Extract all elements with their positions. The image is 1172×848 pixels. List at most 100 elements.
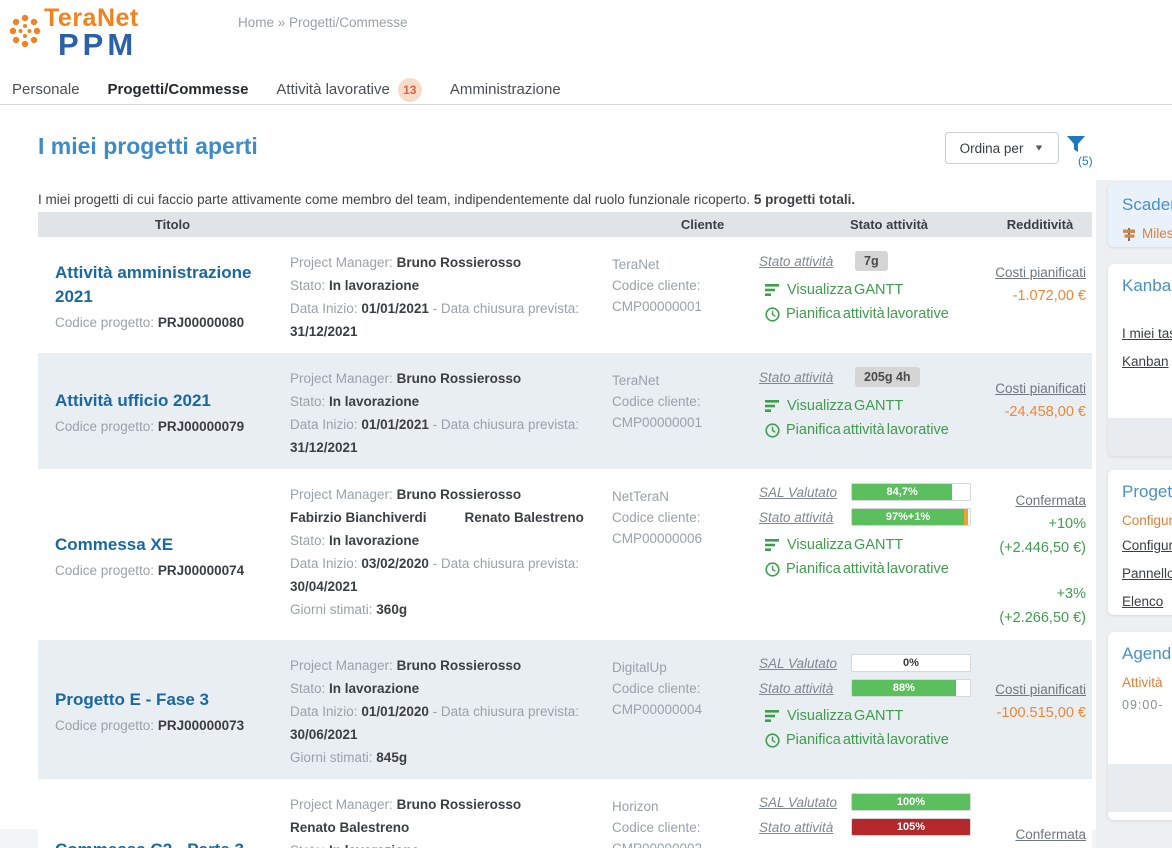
sal-progress-bar: 100% bbox=[851, 793, 971, 811]
tab-personale[interactable]: Personale bbox=[12, 81, 80, 98]
tab-amministrazione[interactable]: Amministrazione bbox=[449, 81, 561, 98]
sort-by-button[interactable]: Ordina per ▼ bbox=[945, 132, 1059, 164]
sidebar-link[interactable]: I miei task bbox=[1122, 326, 1172, 341]
projects-table: Titolo Cliente Stato attività Redditivit… bbox=[38, 212, 1092, 848]
visualizza-gantt-link[interactable]: Visualizza GANTT bbox=[765, 533, 985, 557]
tab-attivita-lavorative[interactable]: Attività lavorative 13 bbox=[262, 77, 435, 102]
profit-label[interactable]: Confermata bbox=[1015, 493, 1086, 508]
profit-label[interactable]: Costi pianificati bbox=[995, 265, 1086, 280]
team-member: Fabirzio Bianchiverdi bbox=[290, 510, 427, 525]
filter-icon bbox=[1067, 136, 1085, 152]
filter-button[interactable]: (5) bbox=[1066, 135, 1106, 168]
pianifica-attivita-link[interactable]: Pianifica attività lavorative bbox=[765, 557, 985, 581]
profit-value: -1.072,00 € bbox=[1012, 288, 1086, 304]
table-row[interactable]: Attività ufficio 2021 Codice progetto: P… bbox=[38, 353, 1092, 469]
sidebar-link[interactable]: Elenco bbox=[1122, 594, 1164, 609]
project-code: Codice progetto: PRJ00000079 bbox=[55, 419, 245, 434]
page-description: I miei progetti di cui faccio parte atti… bbox=[38, 192, 856, 207]
card-footer bbox=[1108, 764, 1172, 812]
col-header-stato: Stato attività bbox=[849, 217, 928, 232]
visualizza-gantt-link[interactable]: Visualizza GANTT bbox=[765, 394, 985, 418]
stato-attivita-label[interactable]: Stato attività bbox=[759, 819, 834, 835]
project-code: Codice progetto: PRJ00000080 bbox=[55, 315, 245, 330]
project-code: Codice progetto: PRJ00000074 bbox=[55, 562, 245, 578]
card-title: Progetti bbox=[1122, 482, 1172, 501]
profit-label[interactable]: Confermata bbox=[1015, 827, 1086, 842]
sidebar-link[interactable]: Configura bbox=[1122, 538, 1172, 553]
attivita-progress-bar: 97%+1% bbox=[851, 508, 971, 526]
profit-label[interactable]: Costi pianificati bbox=[995, 381, 1086, 396]
visualizza-gantt-link[interactable]: Visualizza GANTT bbox=[765, 278, 985, 302]
logo-line2: PPM bbox=[58, 27, 138, 62]
profit-label[interactable]: Costi pianificati bbox=[995, 682, 1086, 697]
attivita-count-badge: 13 bbox=[397, 77, 422, 102]
sidebar-link[interactable]: Attività bbox=[1122, 675, 1163, 690]
table-row[interactable]: Attività amministrazione 2021 Codice pro… bbox=[38, 237, 1092, 353]
col-header-redditivita: Redditività bbox=[1006, 217, 1074, 232]
table-row[interactable]: Commessa XE Codice progetto: PRJ00000074… bbox=[38, 469, 1092, 640]
app-header: TeraNet PPM Home » Progetti/Commesse bbox=[0, 0, 1172, 75]
gantt-icon bbox=[765, 284, 779, 296]
stato-attivita-label[interactable]: Stato attività bbox=[759, 509, 834, 525]
stato-attivita-label[interactable]: Stato attività bbox=[759, 253, 834, 269]
sal-valutato-label[interactable]: SAL Valutato bbox=[759, 484, 838, 500]
client-code: CMP00000001 bbox=[612, 299, 703, 314]
duration-badge: 7g bbox=[855, 251, 888, 271]
table-row[interactable]: Commessa C2 - Parte 3 Codice progetto: P… bbox=[38, 779, 1092, 848]
client-code: CMP00000004 bbox=[612, 702, 703, 717]
stato-attivita-label[interactable]: Stato attività bbox=[759, 680, 834, 696]
client-name: TeraNet bbox=[612, 373, 660, 388]
estimated-days: 845g bbox=[376, 750, 408, 765]
table-row[interactable]: Progetto E - Fase 3 Codice progetto: PRJ… bbox=[38, 640, 1092, 779]
logo-line1: TeraNet bbox=[44, 4, 139, 32]
breadcrumb[interactable]: Home » Progetti/Commesse bbox=[238, 15, 408, 30]
sal-valutato-label[interactable]: SAL Valutato bbox=[759, 794, 838, 810]
project-title[interactable]: Attività ufficio 2021 bbox=[55, 391, 211, 410]
project-status: In lavorazione bbox=[329, 278, 420, 293]
main-nav: Personale Progetti/Commesse Attività lav… bbox=[0, 75, 1172, 105]
table-header: Titolo Cliente Stato attività Redditivit… bbox=[38, 212, 1092, 237]
project-title[interactable]: Attività amministrazione 2021 bbox=[55, 263, 252, 306]
clock-icon bbox=[765, 306, 780, 322]
pianifica-attivita-link[interactable]: Pianifica attività lavorative bbox=[765, 728, 985, 752]
visualizza-gantt-link[interactable]: Visualizza GANTT bbox=[765, 704, 985, 728]
attivita-progress-bar: 88% bbox=[851, 679, 971, 697]
project-title[interactable]: Commessa C2 - Parte 3 bbox=[55, 838, 263, 848]
project-manager: Bruno Rossierosso bbox=[396, 255, 522, 270]
card-title: Kanban bbox=[1122, 276, 1172, 295]
col-header-cliente: Cliente bbox=[680, 217, 725, 232]
sidebar-link[interactable]: Configura bbox=[1122, 513, 1172, 528]
client-name: TeraNet bbox=[612, 257, 660, 272]
card-progetti: Progetti Configura Configura Pannello El… bbox=[1108, 470, 1172, 615]
sal-valutato-label[interactable]: SAL Valutato bbox=[759, 655, 838, 671]
signpost-icon bbox=[1123, 227, 1135, 241]
project-manager: Bruno Rossierosso bbox=[396, 487, 522, 502]
tab-progetti-commesse[interactable]: Progetti/Commesse bbox=[107, 81, 249, 98]
client-name: Horizon bbox=[612, 799, 659, 814]
sidebar-link[interactable]: Pannello bbox=[1122, 566, 1172, 581]
chevron-down-icon: ▼ bbox=[1033, 143, 1045, 153]
project-status: In lavorazione bbox=[329, 394, 420, 409]
sidebar-link[interactable]: Kanban bbox=[1122, 354, 1169, 369]
profit-value: -24.458,00 € bbox=[1004, 404, 1086, 420]
pianifica-attivita-link[interactable]: Pianifica attività lavorative bbox=[765, 302, 985, 326]
milestone-link[interactable]: Milestone bbox=[1122, 223, 1172, 245]
clock-icon bbox=[765, 732, 780, 748]
card-agenda: Agenda Attività 09:00- bbox=[1108, 632, 1172, 820]
profit-value: +10% (+2.446,50 €) bbox=[999, 516, 1086, 556]
client-code: CMP00000006 bbox=[612, 531, 703, 546]
sal-progress-bar: 0% bbox=[851, 654, 971, 672]
project-title[interactable]: Commessa XE bbox=[55, 534, 174, 554]
visualizza-gantt-link[interactable]: Visualizza GANTT bbox=[765, 843, 985, 848]
pianifica-attivita-link[interactable]: Pianifica attività lavorative bbox=[765, 418, 985, 442]
client-code: CMP00000002 bbox=[612, 838, 759, 848]
agenda-time: 09:00- bbox=[1122, 698, 1164, 712]
project-title[interactable]: Progetto E - Fase 3 bbox=[55, 689, 209, 709]
card-kanban: Kanban I miei task Kanban bbox=[1108, 264, 1172, 456]
card-footer bbox=[1108, 418, 1172, 456]
duration-badge: 205g 4h bbox=[855, 367, 920, 387]
project-code: Codice progetto: PRJ00000073 bbox=[55, 717, 245, 733]
logo-dots-icon bbox=[9, 14, 41, 48]
stato-attivita-label[interactable]: Stato attività bbox=[759, 369, 834, 385]
logo: TeraNet PPM bbox=[8, 6, 139, 60]
